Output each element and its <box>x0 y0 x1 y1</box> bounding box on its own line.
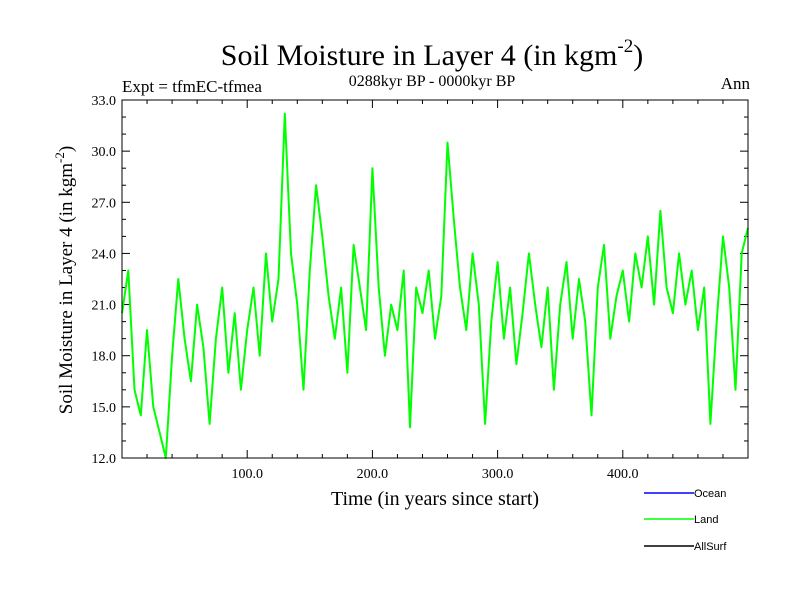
y-tick-label: 18.0 <box>92 350 117 365</box>
experiment-label: Expt = tfmEC-tfmea <box>122 77 262 96</box>
legend-label-land: Land <box>694 514 718 526</box>
legend-label-allsurf: AllSurf <box>694 541 727 553</box>
y-tick-label: 33.0 <box>92 94 117 109</box>
y-axis-label-close: ) <box>56 146 77 152</box>
series-line-land <box>121 112 749 459</box>
x-tick-label: 300.0 <box>482 467 514 482</box>
y-tick-label: 30.0 <box>92 145 117 160</box>
y-axis-label-superscript: -2 <box>52 152 67 163</box>
legend-label-ocean: Ocean <box>694 488 726 500</box>
plot-frame <box>121 99 749 459</box>
chart-title: Soil Moisture in Layer 4 (in kgm-2) <box>221 36 643 72</box>
x-axis-label: Time (in years since start) <box>331 488 539 510</box>
y-tick-label: 24.0 <box>92 247 117 262</box>
y-tick-label: 27.0 <box>92 196 117 211</box>
y-tick-label: 15.0 <box>92 401 117 416</box>
y-tick-label: 21.0 <box>92 299 117 314</box>
chart-title-close: ) <box>633 39 643 72</box>
x-tick-label: 400.0 <box>607 467 639 482</box>
y-tick-label: 12.0 <box>92 452 117 467</box>
x-tick-label: 200.0 <box>357 467 389 482</box>
data-series-layer <box>121 112 749 459</box>
chart-title-text: Soil Moisture in Layer 4 (in kgm <box>221 39 618 72</box>
time-range-label: 0288kyr BP - 0000kyr BP <box>349 73 516 90</box>
season-label: Ann <box>721 74 751 93</box>
chart-title-superscript: -2 <box>617 36 633 57</box>
x-tick-label: 100.0 <box>231 467 263 482</box>
y-axis-label: Soil Moisture in Layer 4 (in kgm-2) <box>52 146 77 414</box>
y-axis-label-text: Soil Moisture in Layer 4 (in kgm <box>56 163 77 414</box>
axis-ticks: 12.0 15.0 18.0 21.0 24.0 27.0 30.0 33.0 100.0 200… <box>92 94 748 482</box>
legend: Ocean Land AllSurf <box>644 488 727 553</box>
